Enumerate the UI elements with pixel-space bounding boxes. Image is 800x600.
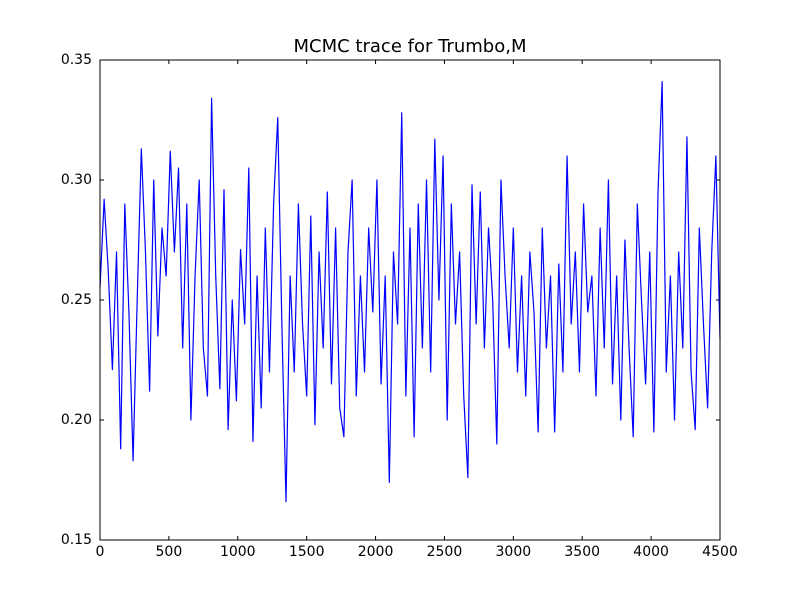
x-tick-label: 500	[156, 544, 183, 560]
x-tick-label: 4500	[702, 544, 738, 560]
x-tick-label: 3000	[496, 544, 532, 560]
y-tick-label: 0.35	[61, 52, 92, 68]
x-tick-label: 0	[96, 544, 105, 560]
x-tick-label: 2500	[427, 544, 463, 560]
plot-frame	[99, 59, 721, 541]
x-tick-label: 1000	[220, 544, 256, 560]
y-tick-label: 0.25	[61, 292, 92, 308]
trace-line	[99, 81, 721, 503]
y-tick-label: 0.15	[61, 532, 92, 548]
y-tick-label: 0.20	[61, 412, 92, 428]
y-tick-label: 0.30	[61, 172, 92, 188]
x-tick-label: 3500	[564, 544, 600, 560]
x-tick-label: 1500	[289, 544, 325, 560]
chart-title: MCMC trace for Trumbo,M	[294, 36, 527, 57]
x-tick-label: 2000	[358, 544, 394, 560]
x-tick-label: 4000	[633, 544, 669, 560]
